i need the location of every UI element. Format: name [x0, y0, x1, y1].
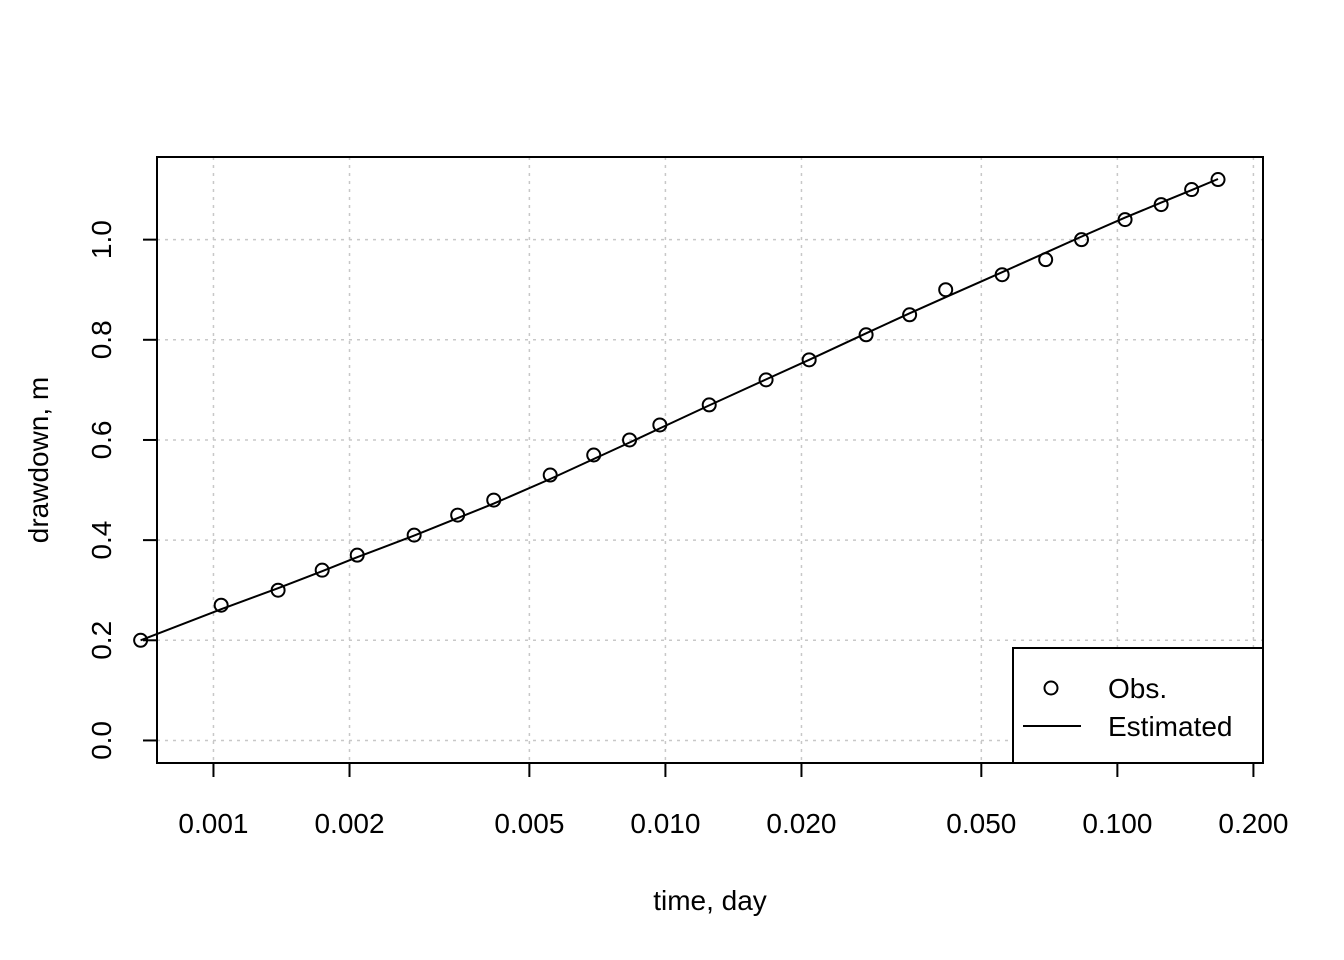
legend: Obs. Estimated: [1012, 647, 1264, 764]
obs-point: [1210, 172, 1226, 188]
x-tick-label: 0.010: [630, 808, 700, 839]
estimated-line: [140, 178, 1219, 642]
obs-point: [1038, 252, 1054, 268]
obs-point: [314, 562, 330, 578]
obs-point: [542, 467, 558, 483]
y-axis-label: drawdown, m: [23, 377, 54, 544]
obs-point: [450, 507, 466, 523]
obs-point: [1153, 197, 1169, 213]
legend-label: Obs.: [1108, 673, 1167, 704]
obs-point: [586, 447, 602, 463]
obs-point: [1184, 182, 1200, 198]
x-tick-label: 0.005: [494, 808, 564, 839]
x-tick-label: 0.020: [766, 808, 836, 839]
obs-point: [1117, 212, 1133, 228]
obs-point: [406, 527, 422, 543]
series-layer: [133, 172, 1226, 648]
x-axis-label: time, day: [653, 885, 767, 916]
legend-obs-symbol: [1043, 680, 1059, 696]
obs-point: [270, 582, 286, 598]
x-tick-label: 0.001: [178, 808, 248, 839]
y-tick-label: 0.8: [86, 320, 117, 359]
obs-point: [801, 352, 817, 368]
y-tick-label: 0.2: [86, 621, 117, 660]
y-axis: 0.0 0.2 0.4 0.6 0.8 1.0: [86, 220, 158, 760]
y-tick-label: 0.0: [86, 721, 117, 760]
obs-point: [622, 432, 638, 448]
obs-point: [486, 492, 502, 508]
y-tick-label: 0.6: [86, 420, 117, 459]
obs-point: [994, 267, 1010, 283]
x-axis: 0.001 0.002 0.005 0.010 0.020 0.050 0.100 0.200: [178, 762, 1288, 839]
x-tick-label: 0.200: [1218, 808, 1288, 839]
obs-point: [902, 307, 918, 323]
y-tick-label: 1.0: [86, 220, 117, 259]
obs-point: [938, 282, 954, 298]
obs-point: [1074, 232, 1090, 248]
legend-box: [1012, 647, 1264, 764]
obs-point: [701, 397, 717, 413]
x-tick-label: 0.002: [314, 808, 384, 839]
legend-label: Estimated: [1108, 711, 1233, 742]
obs-point: [652, 417, 668, 433]
obs-point: [349, 547, 365, 563]
x-tick-label: 0.050: [946, 808, 1016, 839]
obs-point: [213, 597, 229, 613]
obs-point: [858, 327, 874, 343]
y-tick-label: 0.4: [86, 521, 117, 560]
obs-point: [758, 372, 774, 388]
x-tick-label: 0.100: [1082, 808, 1152, 839]
